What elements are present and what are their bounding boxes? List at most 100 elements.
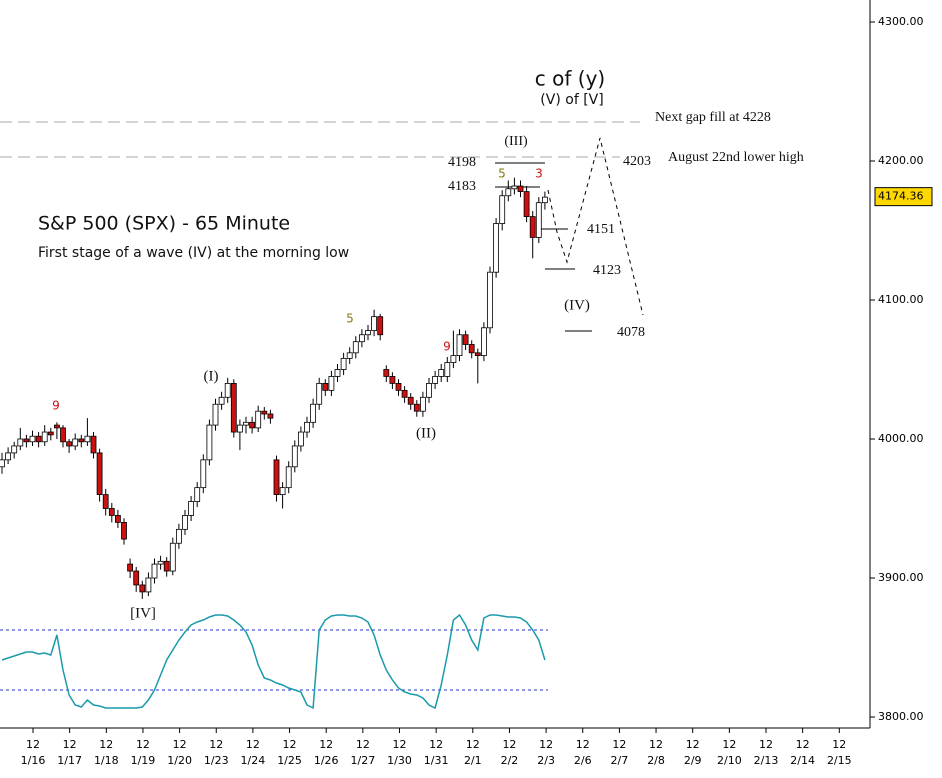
candle-body (267, 413, 274, 419)
candle-body (493, 223, 500, 273)
candle-body (249, 421, 256, 429)
candle-body (438, 369, 445, 377)
x-hour-label: 12 (722, 738, 736, 751)
candle-body (279, 487, 286, 495)
x-hour-label: 12 (393, 738, 407, 751)
candle-body (133, 570, 140, 586)
x-tick-label: 1/27 (350, 754, 375, 767)
candle-body (230, 382, 237, 433)
x-tick-label: 1/20 (167, 754, 192, 767)
x-tick-label: 1/25 (277, 754, 302, 767)
candle-body (383, 369, 390, 377)
x-hour-label: 12 (283, 738, 297, 751)
y-tick-label: 4200.00 (878, 154, 924, 167)
annotation: [IV] (130, 605, 156, 621)
candle-body (163, 560, 170, 572)
x-tick-label: 2/3 (537, 754, 555, 767)
candle-body (352, 341, 359, 354)
candle-body (72, 438, 79, 447)
candle-body (23, 438, 30, 443)
candle-body (377, 316, 384, 336)
candle-body (401, 389, 408, 398)
annotation: Next gap fill at 4228 (655, 110, 771, 125)
candle-body (108, 508, 115, 516)
candle-body (535, 202, 542, 238)
candle-body (358, 334, 365, 343)
candle-body (78, 438, 85, 443)
x-hour-label: 12 (173, 738, 187, 751)
candle-body (157, 560, 164, 565)
annotation: 4203 (623, 154, 651, 169)
y-tick-label: 4300.00 (878, 15, 924, 28)
annotation: 4151 (587, 222, 615, 237)
candle-body (285, 466, 292, 489)
x-tick-label: 2/13 (754, 754, 779, 767)
last-price-box (874, 187, 933, 207)
x-tick-label: 2/10 (717, 754, 742, 767)
y-tick-label: 4100.00 (878, 293, 924, 306)
x-hour-label: 12 (612, 738, 626, 751)
x-tick-label: 1/31 (424, 754, 449, 767)
candle-body (310, 403, 317, 423)
x-hour-label: 12 (649, 738, 663, 751)
candle-body (236, 424, 243, 433)
x-tick-label: 1/19 (131, 754, 156, 767)
candle-body (322, 382, 329, 391)
candle-body (291, 445, 298, 468)
candle-body (60, 427, 66, 443)
y-tick-label: 3900.00 (878, 571, 924, 584)
candle-body (316, 382, 323, 405)
x-tick-label: 2/9 (684, 754, 702, 767)
candle-body (542, 196, 548, 204)
x-tick-label: 2/7 (611, 754, 629, 767)
candle-body (413, 403, 420, 412)
candle-body (261, 410, 268, 415)
x-tick-label: 1/16 (21, 754, 46, 767)
annotation: August 22nd lower high (668, 150, 804, 165)
candle-body (371, 316, 378, 331)
candle-body (480, 327, 487, 356)
annotation: (IV) (564, 297, 590, 313)
y-tick-label: 3800.00 (878, 710, 924, 723)
annotation: 4183 (448, 179, 476, 194)
x-tick-label: 1/30 (387, 754, 412, 767)
annotation: c of (y) (535, 67, 605, 91)
candle-body (304, 421, 310, 433)
projection-path (547, 137, 644, 316)
oscillator-line (1, 613, 546, 710)
x-hour-label: 12 (319, 738, 333, 751)
annotation: 4078 (617, 325, 645, 340)
x-hour-label: 12 (576, 738, 590, 751)
x-tick-label: 2/15 (827, 754, 852, 767)
candle-body (17, 438, 24, 447)
x-hour-label: 12 (429, 738, 443, 751)
annotation: 4123 (593, 263, 621, 278)
candle-body (450, 355, 457, 363)
x-hour-label: 12 (209, 738, 223, 751)
candle-body (426, 382, 432, 398)
candle-body (346, 352, 353, 359)
candle-body (243, 421, 249, 426)
candle-body (395, 382, 402, 391)
x-tick-label: 1/17 (57, 754, 82, 767)
candle-body (468, 344, 475, 354)
x-hour-label: 12 (502, 738, 516, 751)
x-hour-label: 12 (99, 738, 113, 751)
x-hour-label: 12 (246, 738, 260, 751)
candle-body (127, 563, 133, 572)
candle-body (511, 185, 518, 190)
x-tick-label: 2/2 (501, 754, 519, 767)
candle-body (206, 424, 213, 461)
candle-body (474, 352, 481, 357)
candle-body (11, 445, 18, 454)
candle-body (121, 522, 127, 540)
candle-body (499, 195, 506, 224)
annotation: 9 (443, 340, 451, 354)
candle-body (35, 435, 42, 443)
candle-body (200, 459, 207, 489)
x-hour-label: 12 (356, 738, 370, 751)
candle-body (102, 494, 109, 509)
y-tick-label: 4000.00 (878, 432, 924, 445)
annotation: (II) (416, 425, 436, 441)
